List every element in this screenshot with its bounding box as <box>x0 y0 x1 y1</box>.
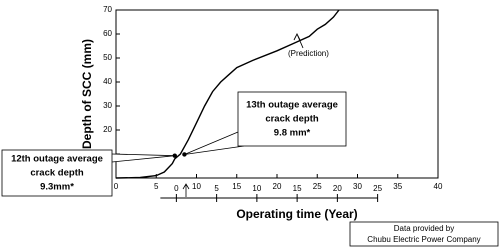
y-tick-label: 20 <box>103 125 112 134</box>
x-tick-label: 25 <box>313 182 322 191</box>
y-tick-label: 70 <box>103 5 112 14</box>
callout-leader <box>111 153 175 163</box>
annotation-point <box>172 153 177 158</box>
x-tick-label: 0 <box>114 182 119 191</box>
annotation-text: 12th outage average <box>11 154 103 165</box>
callout-leader <box>184 131 245 155</box>
x2-tick-label: 20 <box>333 184 342 193</box>
prediction-label: (Prediction) <box>288 49 329 58</box>
x-tick-label: 40 <box>434 182 443 191</box>
annotation-text: 9.8 mm* <box>274 128 311 139</box>
x-tick-label: 10 <box>192 182 201 191</box>
x2-tick-label: 10 <box>252 184 261 193</box>
x2-tick-label: 5 <box>214 184 219 193</box>
note-line: Data provided by <box>394 224 454 233</box>
annotation-text: crack depth <box>265 114 319 125</box>
x-axis-label: Operating time (Year) <box>236 207 357 221</box>
note-box <box>349 221 499 247</box>
annotation-point <box>182 152 187 157</box>
note-line: Chubu Electric Power Company <box>367 235 480 244</box>
x-tick-label: 35 <box>393 182 402 191</box>
x-tick-label: 15 <box>232 182 241 191</box>
y-tick-label: 30 <box>103 101 112 110</box>
x-tick-label: 20 <box>273 182 282 191</box>
y-tick-label: 50 <box>103 53 112 62</box>
y-tick-label: 40 <box>103 77 112 86</box>
annotation-text: 13th outage average <box>246 100 338 111</box>
x2-tick-label: 15 <box>293 184 302 193</box>
annotation-text: 9.3mm* <box>40 182 74 193</box>
data-line <box>115 9 340 179</box>
y-axis-label: Depth of SCC (mm) <box>80 39 94 149</box>
marker-arrow <box>182 183 190 197</box>
callout-box <box>1 149 113 197</box>
y-tick-label: 60 <box>103 29 112 38</box>
x2-tick-label: 25 <box>373 184 382 193</box>
x-tick-label: 30 <box>353 182 362 191</box>
callout-box <box>237 91 347 147</box>
prediction-arrow <box>293 32 304 49</box>
x2-tick-label: 0 <box>174 184 179 193</box>
annotation-text: crack depth <box>30 168 84 179</box>
x-tick-label: 5 <box>154 182 159 191</box>
